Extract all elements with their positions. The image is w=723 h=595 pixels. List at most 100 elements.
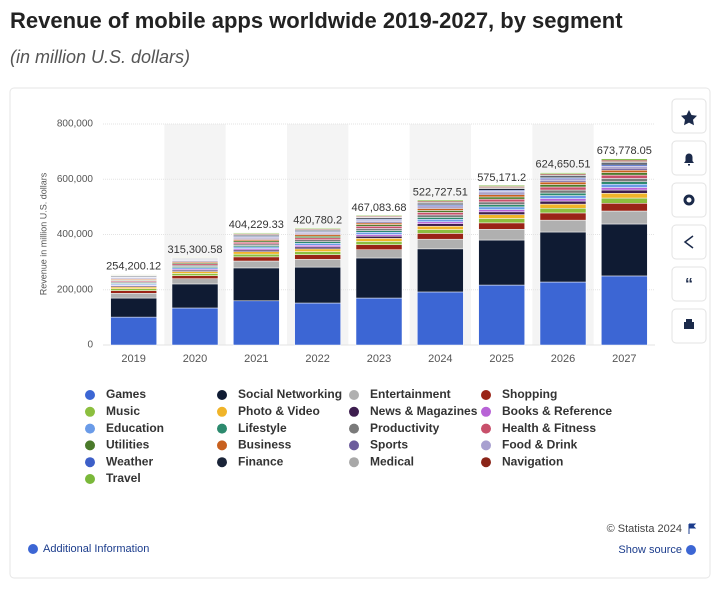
- legend-label: Books & Reference: [502, 404, 612, 418]
- bar-segment: [355, 225, 403, 229]
- bar-segment: [478, 209, 525, 213]
- bar-segment: [294, 254, 341, 260]
- y-tick-label: 600,000: [57, 174, 94, 185]
- bar-segment: [539, 181, 587, 185]
- bar-segment: [417, 248, 464, 293]
- bar-segment: [478, 194, 525, 198]
- legend-swatch: [349, 423, 359, 434]
- bar-segment: [417, 212, 464, 216]
- chart-subtitle: (in million U.S. dollars): [10, 47, 190, 67]
- bar-segment: [478, 185, 525, 187]
- legend-label: Utilities: [106, 438, 150, 452]
- bar-segment: [417, 210, 464, 213]
- bar-segment: [601, 166, 648, 169]
- bar-segment: [294, 227, 341, 229]
- y-tick-label: 200,000: [57, 284, 94, 295]
- legend-label: Weather: [106, 454, 153, 468]
- legend-label: Music: [106, 404, 140, 418]
- bar-segment: [355, 228, 403, 231]
- flag-icon: [688, 523, 697, 534]
- bar-segment: [601, 169, 648, 173]
- share-icon: [683, 235, 694, 249]
- bar-segment: [539, 281, 587, 346]
- bar-segment: [478, 239, 525, 286]
- bar-segment: [478, 206, 525, 210]
- info-icon[interactable]: [28, 544, 38, 554]
- legend-label: Lifestyle: [238, 421, 287, 435]
- bar-segment: [601, 181, 648, 185]
- x-tick-label: 2024: [428, 353, 452, 365]
- bar-segment: [539, 184, 587, 188]
- total-label: 315,300.58: [167, 244, 222, 256]
- bar-segment: [539, 212, 587, 221]
- legend-swatch: [481, 406, 491, 417]
- bar-segment: [601, 174, 648, 179]
- x-tick-label: 2021: [244, 353, 268, 365]
- bell-icon: [684, 153, 694, 166]
- bar-segment: [417, 214, 464, 218]
- chart-title: Revenue of mobile apps worldwide 2019-20…: [10, 8, 623, 33]
- bar-segment: [294, 251, 341, 255]
- bar-segment: [601, 210, 648, 225]
- y-axis-label: Revenue in million U.S. dollars: [38, 172, 48, 295]
- legend-label: Education: [106, 421, 164, 435]
- bar-segment: [539, 219, 587, 233]
- bar-segment: [539, 198, 587, 202]
- total-label: 624,650.51: [535, 158, 590, 170]
- show-source[interactable]: Show source: [618, 544, 682, 556]
- bar-segment: [294, 239, 341, 242]
- legend-swatch: [481, 390, 491, 400]
- bar-segment: [355, 257, 403, 299]
- legend-swatch: [217, 406, 227, 417]
- bar-segment: [478, 198, 525, 203]
- legend-label: Finance: [238, 454, 284, 468]
- bar-segment: [601, 197, 648, 204]
- bar-segment: [110, 288, 157, 291]
- bar-segment: [478, 201, 525, 205]
- bar-segment: [233, 253, 280, 258]
- legend-label: Sports: [370, 438, 408, 452]
- bar-segment: [601, 178, 648, 182]
- legend-swatch: [349, 406, 359, 417]
- bar-segment: [233, 300, 280, 346]
- bar-segment: [171, 283, 219, 309]
- legend-swatch: [217, 440, 227, 451]
- bar-segment: [233, 260, 280, 269]
- bar-segment: [539, 203, 587, 209]
- source-icon[interactable]: [686, 545, 696, 555]
- legend-label: Entertainment: [370, 387, 451, 401]
- legend-swatch: [85, 423, 95, 434]
- bar-segment: [294, 243, 341, 246]
- bar-segment: [539, 172, 587, 174]
- legend-label: Photo & Video: [238, 404, 320, 418]
- legend-swatch: [217, 423, 227, 434]
- cite-button[interactable]: [671, 266, 707, 302]
- legend-swatch: [481, 457, 491, 468]
- bar-segment: [417, 223, 464, 227]
- bar-segment: [601, 187, 648, 191]
- total-label: 522,727.51: [413, 187, 468, 199]
- bar-segment: [171, 275, 219, 279]
- bar-segment: [417, 225, 464, 230]
- settings-button[interactable]: [671, 182, 707, 218]
- legend-label: Business: [238, 438, 292, 452]
- bar-segment: [355, 297, 403, 346]
- legend-label: News & Magazines: [370, 404, 478, 418]
- share-button[interactable]: [671, 224, 707, 260]
- legend-swatch: [85, 440, 95, 451]
- legend-label: Productivity: [370, 421, 440, 435]
- legend-label: Health & Fitness: [502, 421, 596, 435]
- y-tick-label: 0: [87, 340, 93, 351]
- additional-info[interactable]: Additional Information: [43, 543, 149, 555]
- source-note: © Statista 2024: [607, 523, 682, 535]
- bar-segment: [294, 259, 341, 268]
- bar-segment: [110, 290, 157, 294]
- bar-segment: [601, 223, 648, 277]
- total-label: 575,171.2: [477, 172, 526, 184]
- legend-label: Games: [106, 387, 146, 401]
- star-icon: [681, 110, 697, 126]
- bar-segment: [294, 266, 341, 304]
- bar-segment: [478, 222, 525, 230]
- bar-segment: [478, 211, 525, 215]
- total-label: 420,780.2: [293, 215, 342, 227]
